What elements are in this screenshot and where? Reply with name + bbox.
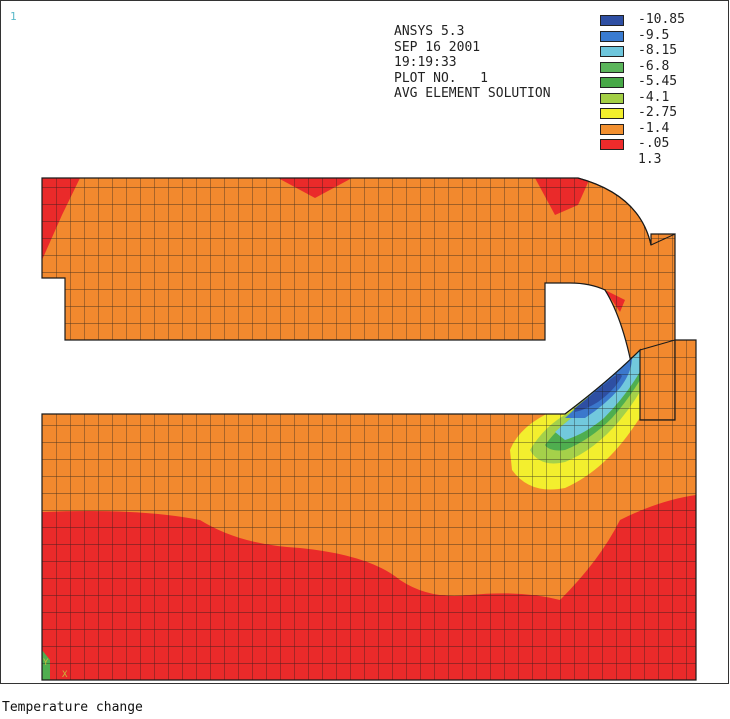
legend-label: -8.15 (638, 43, 678, 58)
plot-header: ANSYS 5.3 SEP 16 2001 19:19:33 PLOT NO. … (394, 24, 551, 102)
legend-swatch (600, 123, 624, 135)
legend-swatch (600, 77, 624, 88)
legend-swatch (600, 108, 624, 119)
legend-label: 1.3 (638, 151, 662, 167)
legend-swatch (600, 30, 624, 42)
header-solution-type: AVG ELEMENT SOLUTION (394, 86, 551, 101)
legend-label: -4.1 (638, 89, 670, 105)
header-plot-number: PLOT NO. 1 (394, 70, 488, 86)
legend-label: -5.45 (638, 74, 678, 89)
legend-swatch (600, 61, 624, 73)
window-number: 1 (10, 10, 17, 23)
legend-label: -6.8 (638, 58, 670, 74)
axis-triad-x: X (62, 670, 68, 680)
legend-label: -9.5 (638, 27, 670, 43)
legend-swatch (600, 92, 624, 104)
legend-swatch (600, 46, 624, 57)
axis-triad-y: Y (43, 658, 49, 668)
legend-label: -.05 (638, 136, 670, 151)
header-date: SEP 16 2001 (394, 39, 481, 55)
header-time: 19:19:33 (394, 55, 457, 70)
plot-caption: Temperature change (2, 700, 143, 715)
legend-label: -2.75 (638, 105, 678, 120)
legend-swatch (600, 139, 624, 150)
header-product: ANSYS 5.3 (394, 24, 465, 39)
legend-label: -10.85 (638, 12, 685, 27)
legend-swatch (600, 15, 624, 26)
legend-label: -1.4 (638, 120, 670, 136)
